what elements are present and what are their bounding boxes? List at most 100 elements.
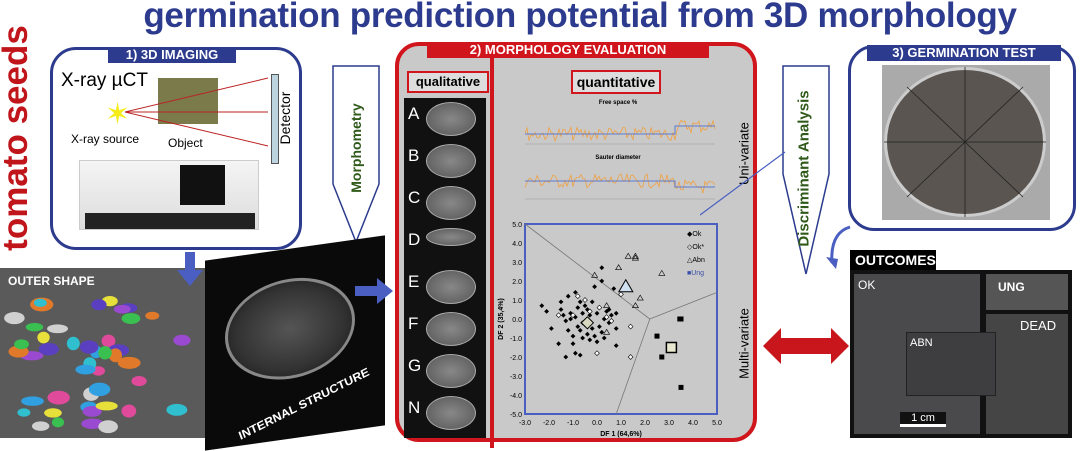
seed-blob	[131, 376, 147, 387]
x-tick-label: 0.0	[592, 420, 602, 427]
seed-blob	[37, 331, 50, 344]
morphometry-label: Morphometry	[348, 103, 364, 193]
seed-blob	[75, 364, 96, 375]
detector-label: Detector	[277, 91, 293, 145]
point-abn	[658, 269, 666, 276]
point-ok	[539, 303, 545, 309]
quantitative-label: quantitative	[571, 70, 661, 94]
ung-label: UNG	[998, 280, 1025, 294]
point-abn	[615, 264, 623, 271]
point-ok	[561, 312, 566, 318]
discriminant-scatter-plot: -3.0 -2.0 -1.0 0.0 1.0 2.0 3.0 4.0 5.0 5.0 4.0 3.0 2…	[498, 222, 722, 438]
outcomes-image: OK UNG DEAD ABN 1 cm	[850, 270, 1072, 438]
point-ok	[580, 310, 585, 316]
point-ok-star	[596, 304, 603, 311]
star-icon: ✶	[105, 98, 131, 131]
seed-letter: D	[408, 230, 421, 249]
imaging-tag: 1) 3D IMAGING	[108, 47, 236, 63]
point-ok	[565, 293, 571, 299]
point-ok	[613, 326, 619, 331]
point-ok	[568, 310, 573, 316]
point-ok	[563, 354, 569, 360]
method-label: X-ray µCT	[61, 70, 148, 91]
point-ung	[678, 384, 684, 390]
point-ok	[606, 320, 612, 326]
x-tick-label: -3.0	[519, 420, 531, 427]
point-ok	[573, 290, 578, 295]
point-ok	[577, 299, 583, 305]
point-ok-star	[574, 293, 581, 300]
y-tick-label: -4.0	[510, 393, 522, 400]
x-tick-label: 5.0	[712, 420, 722, 427]
seed-blob	[98, 346, 112, 360]
point-abn	[631, 302, 639, 308]
y-tick-label: 1.0	[512, 298, 522, 305]
point-ok	[580, 335, 585, 341]
germination-panel: 3) GERMINATION TEST	[848, 45, 1076, 231]
point-abn	[631, 254, 639, 261]
y-tick-label: -5.0	[510, 412, 522, 419]
point-ok-star	[608, 318, 615, 324]
point-ok	[565, 328, 571, 333]
seed-blob	[17, 408, 31, 417]
seed-blob	[79, 340, 99, 354]
point-ok	[611, 286, 617, 291]
point-ok	[587, 337, 593, 343]
plot-area	[524, 223, 718, 415]
page-title: germination prediction potential from 3D…	[143, 0, 1017, 35]
point-ok	[558, 307, 564, 312]
point-ok-star	[618, 291, 624, 298]
x-tick-label: -1.0	[567, 420, 579, 427]
seed-blob	[44, 408, 62, 418]
curved-arrow-icon	[826, 225, 851, 269]
line-chart-title: Free space %	[599, 100, 638, 106]
point-abn	[636, 294, 644, 301]
point-ok	[556, 341, 561, 347]
imaging-panel: 1) 3D IMAGING X-ray µCT ✶ X-ray source O…	[50, 47, 302, 250]
seed-blob	[33, 298, 47, 307]
connector-line	[700, 151, 786, 216]
univariate-line-charts: Free space % Sauter diameter	[524, 100, 716, 200]
point-ok-star	[594, 350, 600, 357]
x-tick-label: 4.0	[688, 420, 698, 427]
y-tick-label: 2.0	[512, 279, 522, 286]
point-ok	[592, 284, 597, 290]
x-tick-label: 3.0	[664, 420, 674, 427]
morphology-panel: 2) MORPHOLOGY EVALUATION qualitative A B C…	[395, 42, 757, 448]
discriminant-arrow	[782, 65, 830, 275]
point-abn	[631, 252, 639, 259]
legend-entry: ◇Ok*	[687, 244, 704, 251]
outcomes-tag: OUTCOMES	[850, 250, 936, 270]
mean-line	[525, 180, 715, 188]
point-ok-star	[582, 297, 588, 303]
seed-blob	[51, 417, 65, 428]
point-ok-star	[586, 308, 593, 315]
seed-blob	[98, 420, 118, 434]
outer-shape-label: OUTER SHAPE	[8, 274, 95, 288]
seed-letter: E	[408, 272, 420, 291]
object-seeds-image	[158, 78, 218, 124]
abn-label: ABN	[910, 337, 933, 349]
point-ok	[544, 309, 549, 314]
seed-slice	[426, 354, 476, 388]
source-label: X-ray source	[71, 132, 140, 146]
ung-photo: UNG	[986, 274, 1068, 310]
seed-blob	[66, 336, 80, 351]
y-tick-label: 5.0	[512, 222, 522, 229]
xray-beams	[124, 77, 269, 147]
point-ok-star	[627, 323, 634, 330]
seed-blob	[101, 334, 116, 348]
point-ok-star	[555, 312, 562, 319]
seed-blob	[113, 304, 131, 314]
point-ok	[592, 333, 597, 339]
petri-dish-image	[882, 65, 1050, 220]
seed-slice	[426, 396, 476, 430]
point-ok-star	[570, 312, 576, 319]
point-ung	[654, 333, 660, 339]
legend-entry: ◆Ok	[687, 231, 702, 238]
morphometry-arrow	[332, 65, 380, 244]
dead-photo: DEAD	[986, 314, 1068, 434]
point-abn	[603, 302, 611, 308]
seed-blob	[88, 382, 111, 397]
internal-structure-image: INTERNAL STRUCTURE	[205, 235, 385, 451]
